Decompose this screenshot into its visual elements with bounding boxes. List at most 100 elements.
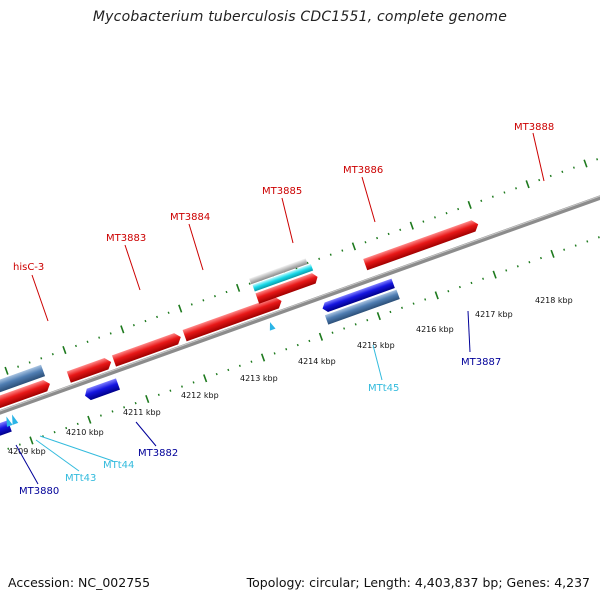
minor-tick [447,290,450,293]
minor-tick [65,426,68,430]
inner-tick-scale [7,236,600,450]
gene-label-MTt44[interactable]: MTt44 [103,460,134,471]
major-tick [467,200,472,209]
major-tick [351,242,357,251]
minor-tick [433,216,436,219]
trna-MTt44[interactable] [4,415,13,427]
minor-tick [515,187,518,190]
minor-tick [53,430,56,434]
trna-MTt43[interactable] [9,413,19,425]
major-tick [62,346,67,355]
tick-label: 4211 kbp [123,408,161,417]
minor-tick [225,290,228,294]
gene-MT3882[interactable] [83,378,120,401]
tick-label: 4218 kbp [535,296,573,305]
tick-label: 4210 kbp [66,428,104,437]
major-tick [434,291,439,300]
trna-MTt45[interactable] [267,321,276,331]
minor-tick [457,207,460,211]
tick-label: 4214 kbp [298,357,336,366]
gene-label-MT3882[interactable]: MT3882 [138,448,178,459]
major-tick [29,436,34,445]
minor-tick [169,389,172,392]
major-tick [178,304,183,313]
minor-tick [412,302,415,305]
minor-tick [549,174,552,178]
minor-tick [306,261,309,265]
gene-labels: hisC-3 MT3883 MT3884 MT3885 MT3886 MT388… [13,122,554,497]
major-tick [550,249,555,258]
callout-lines [15,132,545,485]
gene-hisC-3[interactable] [0,364,46,398]
major-tick [87,415,92,424]
rna-MT3886[interactable] [252,263,314,292]
minor-tick [7,447,10,450]
gene-MT3887[interactable] [321,278,395,314]
minor-tick [366,319,369,322]
minor-tick [76,422,79,426]
minor-tick [572,166,575,169]
minor-tick [445,212,448,215]
minor-tick [470,281,473,285]
minor-tick [318,257,321,261]
minor-tick [17,365,20,368]
major-tick [492,270,497,279]
minor-tick [74,344,77,348]
gene-MT3885[interactable] [182,295,284,342]
minor-tick [98,336,101,339]
minor-tick [387,232,390,236]
minor-tick [18,443,21,446]
minor-tick [192,381,195,384]
minor-tick [331,331,334,334]
outer-tick-scale [4,158,599,375]
gene-label-hisC-3[interactable]: hisC-3 [13,262,44,273]
gene-left-edge[interactable] [0,420,12,440]
minor-tick [480,199,483,202]
accession-text: Accession: NC_002755 [8,575,151,590]
gene-label-MTt45[interactable]: MTt45 [368,383,399,394]
major-tick [260,353,266,362]
gene-label-MT3887[interactable]: MT3887 [461,357,501,368]
minor-tick [539,256,542,260]
tick-label: 4213 kbp [240,374,278,383]
gene-MT3884[interactable] [111,331,183,367]
gene-hisC-3-cds[interactable] [0,378,52,411]
minor-tick [111,410,114,413]
gene-MT3886-misc[interactable] [249,258,308,285]
minor-tick [458,285,461,289]
minor-tick [157,393,160,397]
gene-label-MT3885[interactable]: MT3885 [262,186,302,197]
major-tick [120,325,125,334]
minor-tick [248,282,251,285]
gene-MT3887-steel[interactable] [324,289,400,325]
minor-tick [227,368,230,372]
tick-label: 4216 kbp [416,325,454,334]
gene-label-MT3883[interactable]: MT3883 [106,233,146,244]
map-title: Mycobacterium tuberculosis CDC1551, comp… [92,9,508,25]
minor-tick [250,360,253,363]
gene-MT3883[interactable] [66,356,113,383]
tick-label: 4209 kbp [8,447,46,456]
gene-label-MT3888[interactable]: MT3888 [514,122,554,133]
minor-tick [215,372,218,376]
minor-tick [167,311,170,314]
minor-tick [376,236,379,240]
minor-tick [285,348,288,351]
topology-text: Topology: circular; Length: 4,403,837 bp… [246,575,590,590]
major-tick [4,366,9,375]
gene-label-MT3886[interactable]: MT3886 [343,165,383,176]
minor-tick [389,310,392,314]
minor-tick [308,339,311,343]
minor-tick [561,170,564,173]
minor-tick [505,269,508,272]
gene-label-MT3880[interactable]: MT3880 [19,486,59,497]
minor-tick [156,315,159,319]
gene-label-MT3884[interactable]: MT3884 [170,212,210,223]
gene-MT3888[interactable] [363,219,480,271]
tick-labels: 4209 kbp 4210 kbp 4211 kbp 4212 kbp 4213… [8,296,573,456]
gene-label-MTt43[interactable]: MTt43 [65,473,96,484]
gene-MT3886[interactable] [255,272,319,304]
minor-tick [213,294,216,298]
minor-tick [296,343,299,347]
